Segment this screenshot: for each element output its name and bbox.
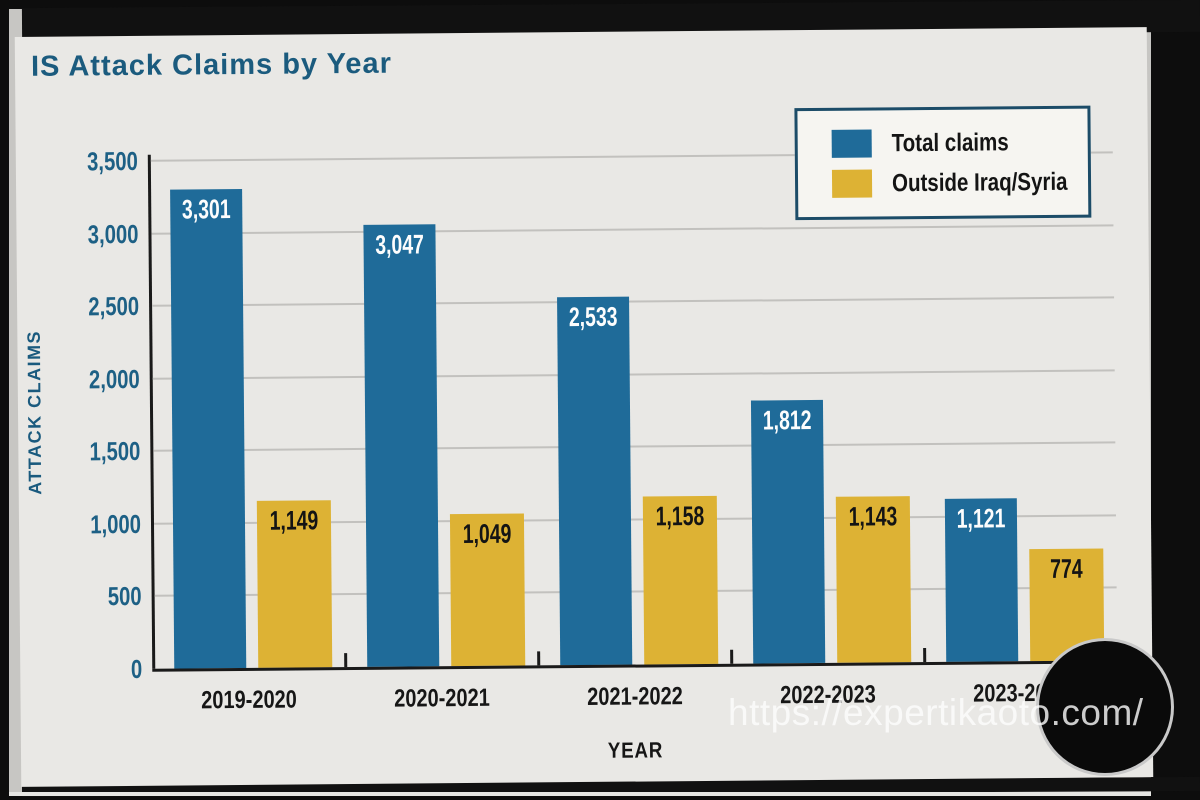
- y-tick-label: 3,500: [86, 145, 138, 177]
- bar-outside-iraq-syria: 1,049: [449, 513, 526, 667]
- bar-total-claims: 2,533: [557, 296, 633, 666]
- bar-value-label: 1,049: [462, 518, 512, 549]
- bar-total-claims: 3,047: [363, 224, 440, 667]
- gridline: [151, 223, 1114, 235]
- x-axis-title: YEAR: [607, 737, 664, 763]
- bar-value-label: 1,143: [848, 501, 898, 532]
- y-tick-label: 500: [107, 581, 142, 612]
- bar-value-label: 1,121: [956, 503, 1006, 535]
- bar-outside-iraq-syria: 1,143: [835, 496, 912, 663]
- plot-area: 3,301 1,149 3,047 1,049 2,533 1,158 1,812 1,143…: [148, 151, 1117, 669]
- bar-total-claims: 1,121: [944, 498, 1019, 662]
- y-tick-label: 3,000: [87, 218, 139, 249]
- bar-outside-iraq-syria: 1,149: [256, 500, 333, 668]
- y-tick-label: 0: [130, 653, 143, 684]
- x-tick-label: 2019-2020: [201, 685, 297, 715]
- outside-iraq-syria-swatch-icon: [831, 169, 873, 198]
- chart-legend: Total claims Outside Iraq/Syria: [794, 105, 1092, 221]
- chart-card: IS Attack Claims by Year ATTACK CLAIMS 3…: [14, 27, 1154, 787]
- bar-value-label: 2,533: [568, 302, 618, 333]
- bar-value-label: 774: [1050, 553, 1083, 584]
- legend-item-outside-iraq-syria: Outside Iraq/Syria: [831, 167, 1088, 198]
- y-tick-label: 1,500: [89, 436, 141, 467]
- x-boundary-tick: [923, 648, 927, 663]
- legend-label: Outside Iraq/Syria: [891, 167, 1068, 197]
- x-boundary-tick: [344, 653, 348, 668]
- legend-item-total-claims: Total claims: [831, 127, 1088, 158]
- y-axis-title: ATTACK CLAIMS: [23, 330, 46, 496]
- bar-value-label: 3,047: [375, 229, 425, 260]
- chart-title: IS Attack Claims by Year: [30, 47, 393, 83]
- watermark-url: https://expertikaoto.com/: [728, 692, 1144, 733]
- total-claims-swatch-icon: [831, 129, 872, 158]
- bar-total-claims: 1,812: [750, 399, 826, 664]
- x-tick-label: 2020-2021: [394, 683, 490, 713]
- bar-value-label: 1,158: [655, 500, 705, 532]
- black-circle-sticker: [1036, 638, 1174, 776]
- bar-value-label: 1,149: [269, 505, 319, 536]
- x-boundary-tick: [730, 649, 734, 664]
- bar-outside-iraq-syria: 1,158: [642, 495, 719, 665]
- bar-value-label: 1,812: [762, 405, 812, 436]
- bar-total-claims: 3,301: [170, 188, 247, 669]
- legend-label: Total claims: [891, 127, 1009, 157]
- y-tick-label: 2,000: [88, 363, 140, 395]
- bottom-white-sliver: [9, 792, 1151, 796]
- gridline: [153, 441, 1116, 453]
- y-tick-label: 2,500: [88, 291, 140, 322]
- x-boundary-tick: [537, 651, 541, 666]
- x-tick-label: 2021-2022: [587, 682, 683, 711]
- y-tick-label: 1,000: [90, 508, 142, 540]
- gridline: [152, 369, 1115, 380]
- gridline: [152, 296, 1115, 307]
- bar-value-label: 3,301: [181, 193, 231, 225]
